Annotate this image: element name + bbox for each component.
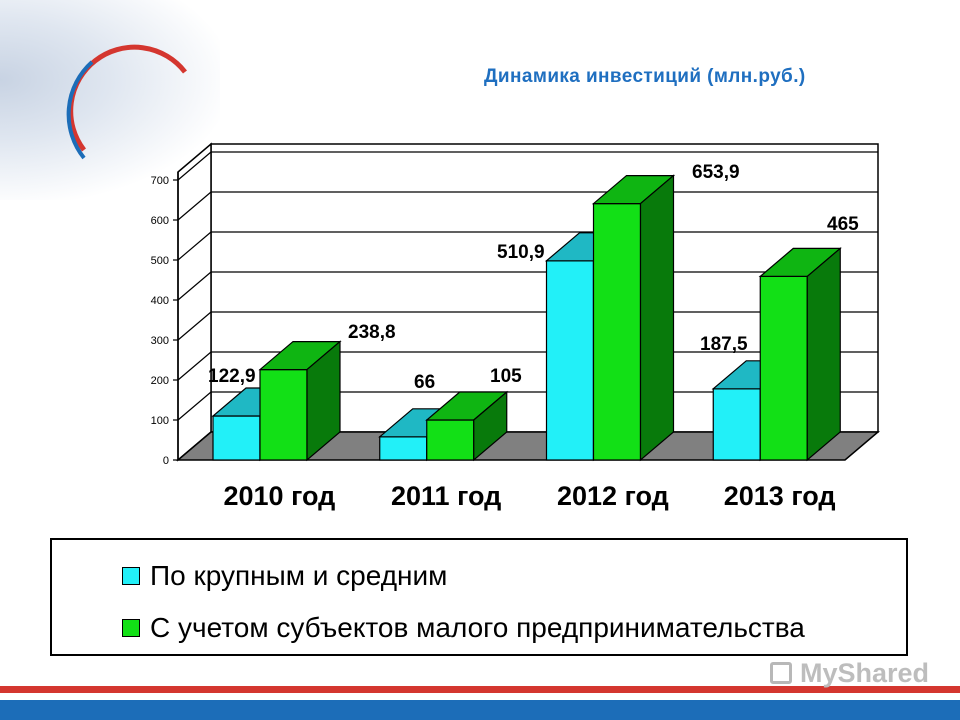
slide-title: Динамика инвестиций (млн.руб.) [484, 66, 806, 87]
x-tick-label: 2012 год [557, 481, 669, 511]
data-label: 105 [490, 366, 522, 387]
chart-legend: По крупным и средним С учетом субъектов … [50, 538, 908, 656]
bar [592, 203, 642, 461]
bar [379, 436, 428, 461]
bar [712, 388, 761, 461]
bar [212, 415, 261, 461]
data-label: 122,9 [208, 366, 256, 387]
watermark: MyShared [770, 656, 930, 690]
x-tick-label: 2011 год [391, 481, 501, 511]
y-tick-label: 500 [151, 255, 169, 267]
data-label: 653,9 [692, 162, 740, 183]
data-label: 187,5 [700, 334, 748, 355]
bar [545, 260, 595, 461]
legend-label-series2: С учетом субъектов малого предпринимател… [150, 612, 805, 643]
bar-side [306, 340, 341, 462]
data-label: 510,9 [497, 242, 545, 263]
footer-red-stripe [0, 686, 960, 693]
data-label: 66 [414, 372, 435, 393]
legend-item-series1: По крупным и средним [122, 560, 447, 592]
y-tick-label: 400 [151, 295, 169, 307]
blue-arc [66, 60, 94, 160]
bar-side [473, 390, 508, 462]
y-tick-label: 100 [151, 415, 169, 427]
bar-side [806, 247, 841, 462]
legend-swatch-series2 [122, 619, 140, 637]
data-label: 465 [827, 214, 859, 235]
legend-swatch-series1 [122, 567, 140, 585]
side-wall [177, 142, 212, 462]
y-tick-label: 300 [151, 335, 169, 347]
gridline [177, 151, 878, 181]
footer-blue-stripe [0, 700, 960, 720]
watermark-text: MyShared [800, 657, 930, 688]
y-tick-label: 0 [163, 455, 169, 467]
y-tick-label: 200 [151, 375, 169, 387]
y-tick-label: 600 [151, 215, 169, 227]
data-label: 238,8 [348, 322, 396, 343]
x-tick-label: 2013 год [724, 481, 836, 511]
x-tick-label: 2010 год [224, 481, 336, 511]
bar [426, 419, 475, 461]
bar [759, 275, 808, 461]
bar [259, 369, 308, 461]
legend-item-series2: С учетом субъектов малого предпринимател… [122, 612, 805, 644]
legend-label-series1: По крупным и средним [150, 560, 448, 591]
red-arc [68, 44, 187, 152]
watermark-icon [770, 662, 792, 684]
bar-side [639, 174, 675, 462]
y-tick-label: 700 [151, 175, 169, 187]
